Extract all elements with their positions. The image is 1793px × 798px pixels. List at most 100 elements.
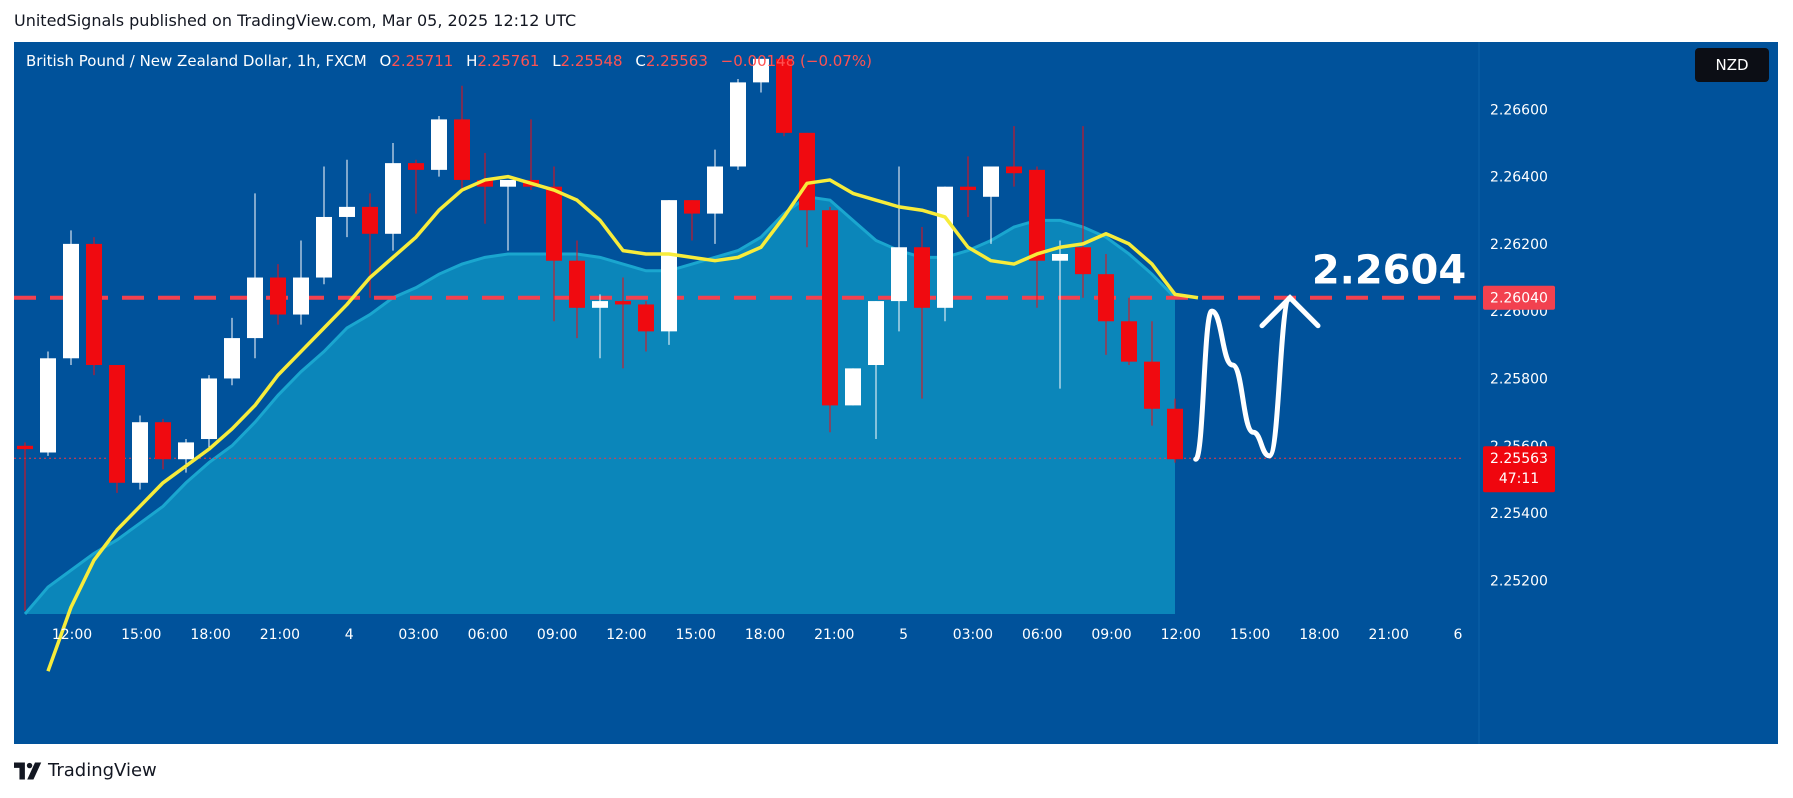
legend-low-value: 2.25548 bbox=[560, 52, 623, 70]
candle-body bbox=[63, 243, 79, 359]
candle-body bbox=[707, 166, 723, 214]
x-tick-label: 15:00 bbox=[121, 627, 161, 643]
candle-body bbox=[592, 301, 608, 308]
candle-body bbox=[615, 301, 631, 305]
candle-body bbox=[1006, 166, 1022, 174]
symbol-legend: British Pound / New Zealand Dollar, 1h, … bbox=[26, 52, 872, 70]
y-tick-label: 2.25800 bbox=[1490, 371, 1548, 387]
candle-body bbox=[1121, 321, 1137, 362]
candle-body bbox=[684, 200, 700, 214]
candle-body bbox=[109, 365, 125, 483]
candle-body bbox=[1098, 274, 1114, 322]
candle-body bbox=[546, 186, 562, 261]
candle-body bbox=[822, 210, 838, 406]
x-tick-label: 15:00 bbox=[1230, 627, 1270, 643]
x-tick-label: 12:00 bbox=[52, 627, 92, 643]
candle-body bbox=[178, 442, 194, 460]
candle-body bbox=[362, 206, 378, 234]
candle-body bbox=[937, 186, 953, 308]
candle-body bbox=[431, 119, 447, 170]
ma-fast-group bbox=[46, 174, 1199, 672]
bar-countdown-label: 47:11 bbox=[1499, 471, 1539, 487]
x-tick-label: 4 bbox=[345, 627, 354, 643]
candle-body bbox=[753, 58, 769, 83]
ma-slow-area bbox=[25, 196, 1175, 614]
candle-body bbox=[40, 358, 56, 453]
tradingview-logo-icon bbox=[14, 761, 42, 780]
candle-body bbox=[339, 206, 355, 217]
target-annotation-text: 2.2604 bbox=[1312, 248, 1466, 294]
candle-body bbox=[1144, 361, 1160, 409]
price-labels-group: 2.26040 2.25563 47:11 bbox=[1483, 285, 1555, 493]
x-tick-label: 5 bbox=[899, 627, 908, 643]
candle-body bbox=[1167, 408, 1183, 460]
legend-close-value: 2.25563 bbox=[645, 52, 708, 70]
tradingview-footer: TradingView bbox=[14, 760, 157, 781]
x-tick-label: 15:00 bbox=[676, 627, 716, 643]
ma-slow-area-group bbox=[23, 195, 1177, 615]
x-tick-label: 21:00 bbox=[814, 627, 854, 643]
last-price-label-bg bbox=[1483, 446, 1555, 493]
currency-badge[interactable]: NZD bbox=[1695, 48, 1769, 82]
candle-body bbox=[661, 200, 677, 332]
candle-body bbox=[868, 301, 884, 366]
candle-body bbox=[569, 260, 585, 308]
projection-group: 2.2604 bbox=[1193, 248, 1466, 462]
candle-body bbox=[247, 277, 263, 339]
y-tick-label: 2.25200 bbox=[1490, 573, 1548, 589]
x-tick-label: 03:00 bbox=[398, 627, 438, 643]
y-tick-label: 2.26200 bbox=[1490, 237, 1548, 253]
tradingview-logo-text: TradingView bbox=[48, 760, 157, 781]
candle-body bbox=[316, 216, 332, 278]
candle-body bbox=[1029, 169, 1045, 261]
candle-body bbox=[155, 422, 171, 460]
candle-body bbox=[201, 378, 217, 440]
x-tick-label: 09:00 bbox=[537, 627, 577, 643]
legend-symbol: British Pound / New Zealand Dollar, 1h, … bbox=[26, 52, 367, 70]
candle-body bbox=[500, 179, 516, 187]
x-tick-label: 06:00 bbox=[1022, 627, 1062, 643]
candles-group bbox=[17, 55, 1183, 611]
target-price-label-bg bbox=[1483, 285, 1555, 310]
publication-header: UnitedSignals published on TradingView.c… bbox=[14, 11, 577, 30]
projection-arrowhead bbox=[1259, 294, 1321, 329]
last-price-label: 2.25563 bbox=[1490, 451, 1548, 467]
candle-body bbox=[891, 247, 907, 302]
candle-body bbox=[17, 445, 33, 450]
legend-high-value: 2.25761 bbox=[477, 52, 540, 70]
x-tick-label: 18:00 bbox=[745, 627, 785, 643]
legend-high-label: H bbox=[466, 52, 478, 70]
candle-body bbox=[293, 277, 309, 315]
projection-path bbox=[1193, 295, 1293, 462]
ma-slow-line bbox=[23, 195, 1177, 615]
candle-body bbox=[224, 338, 240, 379]
legend-low-label: L bbox=[552, 52, 561, 70]
y-tick-label: 2.25400 bbox=[1490, 506, 1548, 522]
y-tick-label: 2.26600 bbox=[1490, 102, 1548, 118]
candle-body bbox=[270, 277, 286, 315]
candle-body bbox=[799, 132, 815, 211]
candle-body bbox=[638, 304, 654, 332]
legend-open-label: O bbox=[379, 52, 392, 70]
x-tick-label: 12:00 bbox=[606, 627, 646, 643]
x-tick-label: 6 bbox=[1454, 627, 1463, 643]
ma-fast-line bbox=[46, 174, 1199, 672]
x-tick-label: 06:00 bbox=[468, 627, 508, 643]
x-tick-label: 21:00 bbox=[260, 627, 300, 643]
candle-body bbox=[776, 58, 792, 133]
candle-body bbox=[454, 119, 470, 180]
candle-body bbox=[983, 166, 999, 197]
price-chart[interactable]: 2.2604 2.252002.254002.256002.258002.260… bbox=[14, 42, 1778, 744]
candle-body bbox=[132, 422, 148, 483]
legend-open-value: 2.25711 bbox=[391, 52, 454, 70]
chart-panel[interactable]: 2.2604 2.252002.254002.256002.258002.260… bbox=[14, 42, 1778, 744]
candle-body bbox=[408, 163, 424, 170]
y-tick-label: 2.26400 bbox=[1490, 170, 1548, 186]
candle-body bbox=[477, 179, 493, 187]
candle-body bbox=[86, 243, 102, 366]
candle-body bbox=[960, 186, 976, 191]
x-tick-label: 18:00 bbox=[190, 627, 230, 643]
candle-body bbox=[845, 368, 861, 406]
x-tick-label: 12:00 bbox=[1161, 627, 1201, 643]
x-tick-label: 09:00 bbox=[1091, 627, 1131, 643]
